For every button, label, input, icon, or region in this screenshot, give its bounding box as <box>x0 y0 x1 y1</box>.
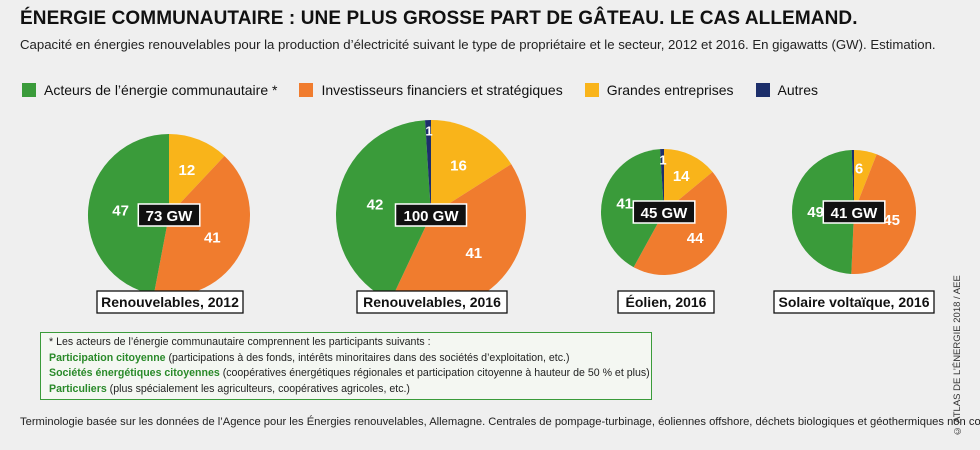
pie-title: Renouvelables, 2016 <box>363 294 501 310</box>
pie-slice <box>153 155 251 297</box>
pie-data-label: 1 <box>659 153 666 168</box>
legend-item-community: Acteurs de l’énergie communautaire * <box>22 82 277 98</box>
pie-slice <box>664 149 713 212</box>
footnote-item: Participation citoyenne (participations … <box>49 351 643 367</box>
pie-slice <box>336 120 431 301</box>
pie-data-label: 45 <box>883 212 900 229</box>
total-label: 100 GW <box>403 208 459 225</box>
legend-label-investors: Investisseurs financiers et stratégiques <box>321 82 563 98</box>
pie-slice <box>431 120 512 215</box>
pie-title-box <box>773 290 935 314</box>
legend-item-others: Autres <box>755 82 819 98</box>
pie-title: Solaire voltaïque, 2016 <box>779 294 930 310</box>
pie-data-label: 49 <box>807 204 824 221</box>
footnote-text: (coopératives énergétiques régionales et… <box>222 367 650 379</box>
legend-swatch-others <box>755 83 770 97</box>
pie-data-label: 12 <box>179 162 196 179</box>
total-box <box>632 200 696 224</box>
footnote-item: Particuliers (plus spécialement les agri… <box>49 382 643 398</box>
pie-slice <box>600 149 664 268</box>
footnote-term: Sociétés énergétiques citoyennes <box>49 367 220 379</box>
pie-data-label: 6 <box>855 160 863 177</box>
source-note: Terminologie basée sur les données de l’… <box>20 416 980 428</box>
total-box <box>137 203 201 227</box>
pie-data-label: 14 <box>673 168 690 185</box>
total-label: 41 GW <box>831 205 879 222</box>
footnote-text: (participations à des fonds, intérêts mi… <box>168 351 570 364</box>
footnote-text: (plus spécialement les agriculteurs, coo… <box>109 382 410 395</box>
footnote-term: Particuliers <box>49 382 107 395</box>
pie-slice <box>660 148 664 212</box>
total-label: 45 GW <box>641 205 689 222</box>
footnote-item: Sociétés énergétiques citoyennes (coopér… <box>49 366 650 382</box>
pie-title-box <box>617 290 715 314</box>
total-box <box>822 200 886 224</box>
legend-swatch-companies <box>584 83 599 97</box>
pie-data-label: 1 <box>425 124 432 139</box>
pie-data-label: 41 <box>616 196 633 213</box>
chart-subtitle: Capacité en énergies renouvelables pour … <box>20 37 936 52</box>
pie-title: Éolien, 2016 <box>626 294 707 310</box>
total-label: 73 GW <box>146 208 194 225</box>
legend-label-community: Acteurs de l’énergie communautaire * <box>44 82 278 98</box>
legend-label-companies: Grandes entreprises <box>606 82 734 98</box>
legend-swatch-investors <box>299 83 314 97</box>
footnote-box: * Les acteurs de l’énergie communautaire… <box>40 332 652 400</box>
copyright-credit: © ATLAS DE L’ÉNERGIE 2018 / AEE <box>952 275 963 436</box>
legend-item-investors: Investisseurs financiers et stratégiques <box>299 82 563 98</box>
pie-data-label: 41 <box>204 229 221 246</box>
pie-slice <box>87 134 169 295</box>
legend-item-companies: Grandes entreprises <box>584 82 734 98</box>
footnote-term: Participation citoyenne <box>49 351 166 364</box>
pie-slice <box>854 150 877 212</box>
pie-slice <box>390 164 526 311</box>
legend: Acteurs de l’énergie communautaire * Inv… <box>22 80 840 100</box>
chart-title: ÉNERGIE COMMUNAUTAIRE : UNE PLUS GROSSE … <box>20 8 858 29</box>
footnote-intro: * Les acteurs de l’énergie communautaire… <box>49 336 431 348</box>
pie-title-box <box>96 290 244 314</box>
legend-label-others: Autres <box>777 82 819 98</box>
pie-data-label: 44 <box>687 230 704 247</box>
pie-data-label: 41 <box>465 245 482 262</box>
pie-data-label: 42 <box>367 197 384 214</box>
pie-data-label: 47 <box>112 203 129 220</box>
pie-data-label: 16 <box>450 157 467 174</box>
pie-title-box <box>356 290 508 314</box>
pie-slice <box>851 149 854 212</box>
pie-slice <box>425 120 431 215</box>
legend-swatch-community <box>22 83 36 97</box>
total-box <box>394 203 468 227</box>
pie-slice <box>169 134 225 215</box>
pie-title: Renouvelables, 2012 <box>101 294 239 310</box>
